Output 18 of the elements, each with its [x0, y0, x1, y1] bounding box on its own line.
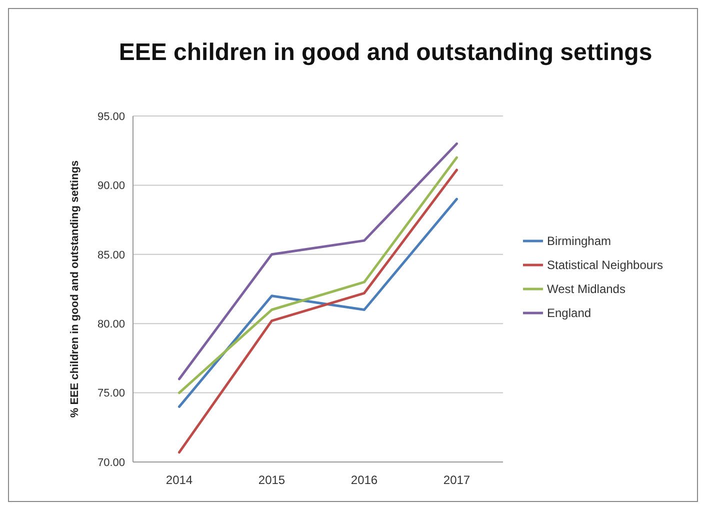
y-tick-label: 85.00 — [97, 249, 125, 262]
x-tick-label: 2016 — [350, 473, 378, 487]
y-tick-label: 70.00 — [97, 456, 125, 469]
y-axis-title: % EEE children in good and outstanding settings — [69, 160, 81, 418]
legend-label: Birmingham — [547, 234, 612, 248]
y-tick-label: 80.00 — [97, 318, 125, 330]
x-tick-label: 2015 — [258, 473, 286, 487]
legend-label: England — [547, 306, 592, 320]
legend-label: Statistical Neighbours — [547, 258, 664, 272]
x-tick-label: 2017 — [443, 473, 470, 487]
line-series — [178, 168, 458, 454]
x-tick-label: 2014 — [166, 473, 193, 487]
y-tick-label: 90.00 — [97, 180, 125, 192]
y-tick-label: 75.00 — [97, 388, 125, 400]
y-tick-label: 95.00 — [97, 110, 125, 123]
line-series — [178, 198, 458, 408]
chart-title: EEE children in good and outstanding settings — [118, 39, 652, 66]
legend-label: West Midlands — [547, 282, 626, 296]
